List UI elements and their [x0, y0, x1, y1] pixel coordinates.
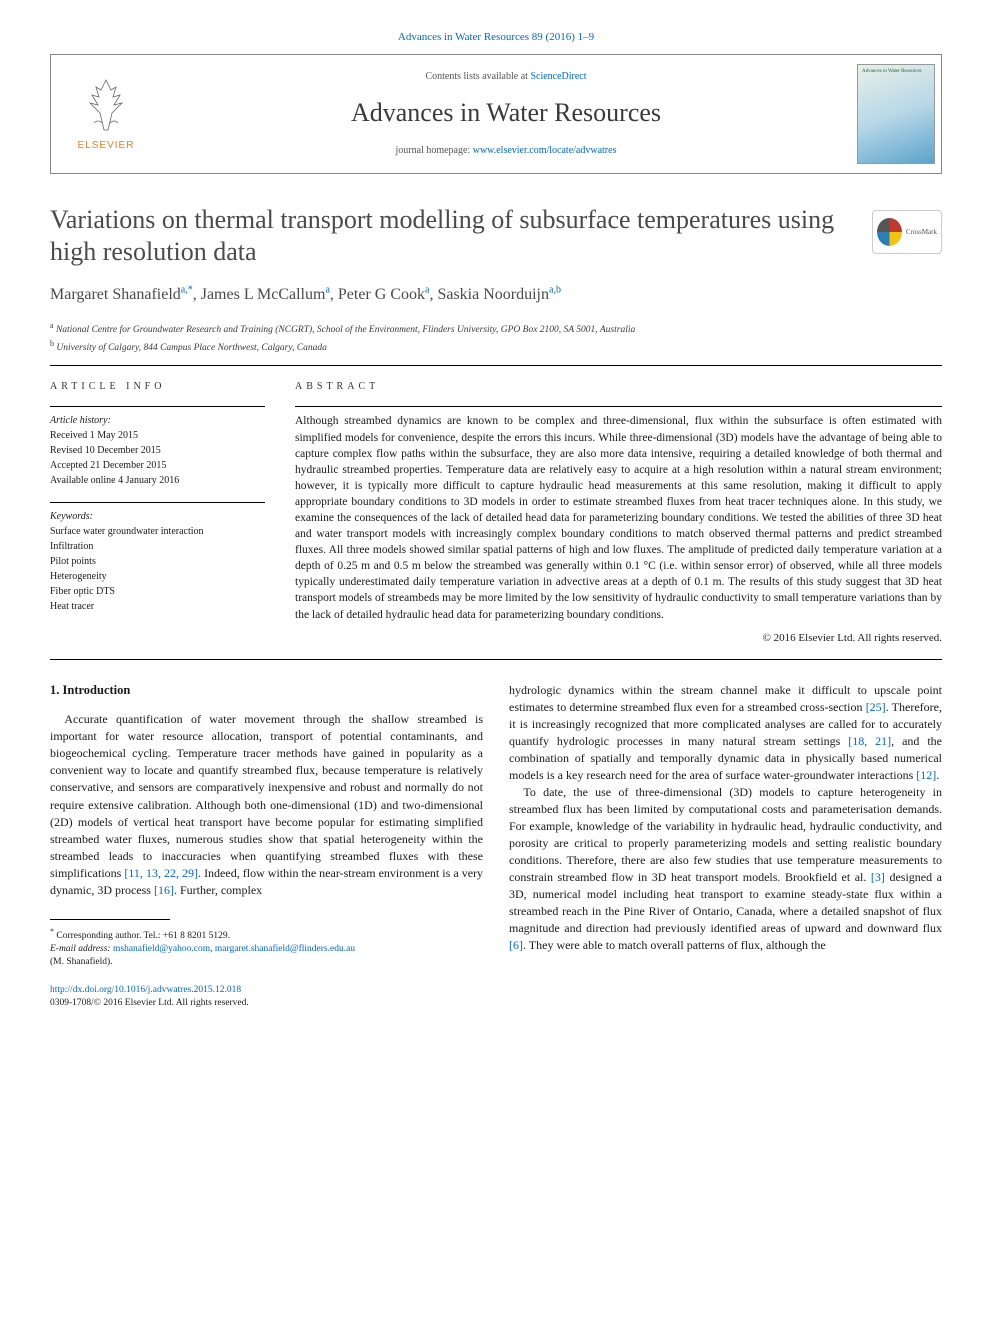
journal-name: Advances in Water Resources — [351, 94, 661, 132]
elsevier-tree-icon — [76, 75, 136, 135]
rp1d: . — [936, 768, 939, 782]
ref-12[interactable]: [12] — [916, 768, 936, 782]
title-row: Variations on thermal transport modellin… — [50, 204, 942, 269]
abstract-text: Although streambed dynamics are known to… — [295, 406, 942, 622]
ref-25[interactable]: [25] — [866, 700, 886, 714]
email-line: E-mail address: mshanafield@yahoo.com, m… — [50, 943, 483, 956]
affiliation-b: b University of Calgary, 844 Campus Plac… — [50, 338, 942, 355]
corr-text: Corresponding author. Tel.: +61 8 8201 5… — [54, 931, 230, 941]
section-1-heading: 1. Introduction — [50, 682, 483, 700]
history-2: Accepted 21 December 2015 — [50, 458, 265, 473]
affil-a-text: National Centre for Groundwater Research… — [54, 325, 636, 335]
ref-18-21[interactable]: [18, 21] — [848, 734, 891, 748]
affiliations: a National Centre for Groundwater Resear… — [50, 320, 942, 355]
corresponding-author: * Corresponding author. Tel.: +61 8 8201… — [50, 926, 483, 943]
history-1: Revised 10 December 2015 — [50, 443, 265, 458]
footnotes: * Corresponding author. Tel.: +61 8 8201… — [50, 926, 483, 970]
ref-6[interactable]: [6] — [509, 938, 523, 952]
keyword-4: Fiber optic DTS — [50, 584, 265, 599]
contents-prefix: Contents lists available at — [425, 71, 530, 82]
contents-line: Contents lists available at ScienceDirec… — [425, 70, 586, 85]
rule-top — [50, 365, 942, 366]
crossmark-badge[interactable]: CrossMark — [872, 210, 942, 254]
keyword-1: Infiltration — [50, 539, 265, 554]
right-column: hydrologic dynamics within the stream ch… — [509, 682, 942, 1011]
affil-b-text: University of Calgary, 844 Campus Place … — [54, 343, 327, 353]
doi-block: http://dx.doi.org/10.1016/j.advwatres.20… — [50, 984, 483, 1011]
author-2: , James L McCallum — [193, 286, 326, 303]
citation-link[interactable]: Advances in Water Resources 89 (2016) 1–… — [398, 31, 594, 43]
issn-line: 0309-1708/© 2016 Elsevier Ltd. All right… — [50, 998, 249, 1008]
journal-cover-block: Advances in Water Resources — [851, 55, 941, 173]
email-label: E-mail address: — [50, 944, 113, 954]
sciencedirect-link[interactable]: ScienceDirect — [530, 71, 586, 82]
ref-16[interactable]: [16] — [154, 883, 174, 897]
author-1: Margaret Shanafield — [50, 286, 181, 303]
email-1[interactable]: mshanafield@yahoo.com — [113, 944, 210, 954]
cover-title: Advances in Water Resources — [862, 69, 922, 75]
crossmark-label: CrossMark — [906, 227, 937, 237]
journal-header: ELSEVIER Contents lists available at Sci… — [50, 54, 942, 174]
lp1a: Accurate quantification of water movemen… — [50, 712, 483, 879]
author-3: , Peter G Cook — [330, 286, 425, 303]
affiliation-a: a National Centre for Groundwater Resear… — [50, 320, 942, 337]
crossmark-icon — [877, 218, 902, 246]
history-0: Received 1 May 2015 — [50, 428, 265, 443]
info-abstract-row: ARTICLE INFO Article history: Received 1… — [50, 380, 942, 647]
abstract-copyright: © 2016 Elsevier Ltd. All rights reserved… — [295, 631, 942, 647]
rule-bottom — [50, 659, 942, 660]
article-title: Variations on thermal transport modellin… — [50, 204, 852, 269]
elsevier-logo-block: ELSEVIER — [51, 55, 161, 173]
article-info-heading: ARTICLE INFO — [50, 380, 265, 395]
history-label: Article history: — [50, 413, 265, 428]
right-p2: To date, the use of three-dimensional (3… — [509, 784, 942, 954]
journal-cover-image: Advances in Water Resources — [857, 64, 935, 164]
abstract-heading: ABSTRACT — [295, 380, 942, 395]
keywords-block: Keywords: Surface water groundwater inte… — [50, 502, 265, 614]
article-info-col: ARTICLE INFO Article history: Received 1… — [50, 380, 265, 647]
author-4: , Saskia Noorduijn — [429, 286, 549, 303]
history-3: Available online 4 January 2016 — [50, 473, 265, 488]
homepage-prefix: journal homepage: — [396, 145, 473, 156]
abstract-col: ABSTRACT Although streambed dynamics are… — [295, 380, 942, 647]
right-p1: hydrologic dynamics within the stream ch… — [509, 682, 942, 784]
header-center: Contents lists available at ScienceDirec… — [161, 55, 851, 173]
footnote-rule — [50, 919, 170, 920]
keywords-label: Keywords: — [50, 509, 265, 524]
author-4-sup: a,b — [549, 285, 561, 296]
body-columns: 1. Introduction Accurate quantification … — [50, 682, 942, 1011]
homepage-link[interactable]: www.elsevier.com/locate/advwatres — [473, 145, 617, 156]
homepage-line: journal homepage: www.elsevier.com/locat… — [396, 144, 617, 159]
keyword-3: Heterogeneity — [50, 569, 265, 584]
email-tail: (M. Shanafield). — [50, 956, 483, 969]
ref-11-13-22-29[interactable]: [11, 13, 22, 29] — [124, 866, 198, 880]
keyword-0: Surface water groundwater interaction — [50, 524, 265, 539]
author-1-sup: a,* — [181, 285, 193, 296]
left-column: 1. Introduction Accurate quantification … — [50, 682, 483, 1011]
elsevier-label: ELSEVIER — [78, 139, 135, 154]
lp1c: . Further, complex — [174, 883, 262, 897]
doi-link[interactable]: http://dx.doi.org/10.1016/j.advwatres.20… — [50, 985, 241, 995]
email-2[interactable]: margaret.shanafield@flinders.edu.au — [215, 944, 355, 954]
authors-line: Margaret Shanafielda,*, James L McCallum… — [50, 283, 942, 306]
ref-3[interactable]: [3] — [871, 870, 885, 884]
history-block: Article history: Received 1 May 2015 Rev… — [50, 406, 265, 488]
left-p1: Accurate quantification of water movemen… — [50, 711, 483, 898]
rp2c: . They were able to match overall patter… — [523, 938, 826, 952]
keyword-5: Heat tracer — [50, 599, 265, 614]
keyword-2: Pilot points — [50, 554, 265, 569]
top-citation: Advances in Water Resources 89 (2016) 1–… — [50, 30, 942, 46]
